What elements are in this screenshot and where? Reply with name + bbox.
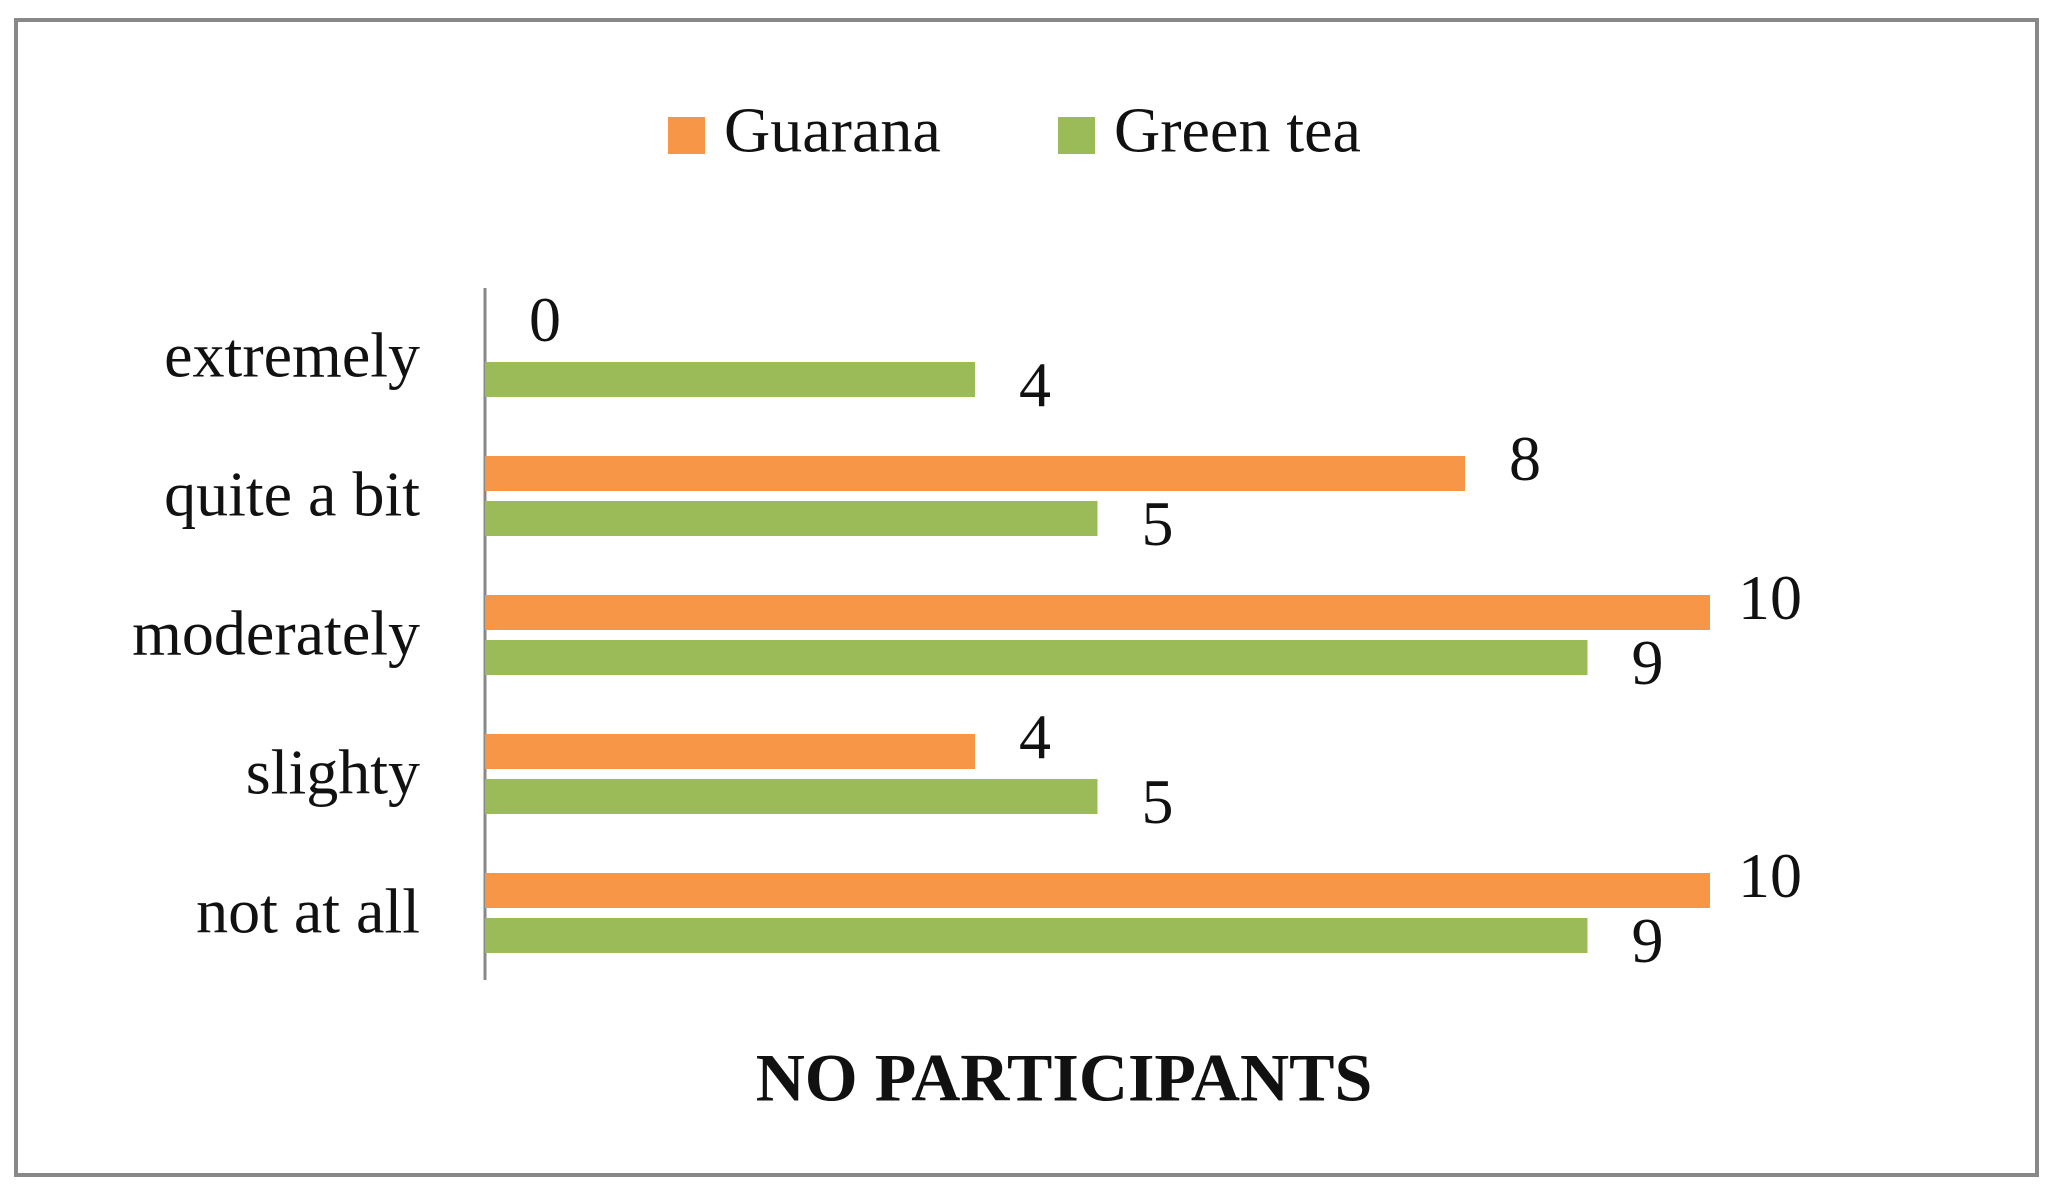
bar [485,873,1710,908]
value-label: 4 [1019,701,1051,772]
value-label: 0 [529,284,561,355]
bar [485,734,975,769]
y-tick-label: moderately [132,598,420,669]
bar [485,362,975,397]
bar [485,918,1588,953]
bar [485,779,1098,814]
value-label: 4 [1019,349,1051,420]
bar [485,640,1588,675]
legend-label: Green tea [1114,95,1361,166]
y-tick-label: slighty [246,737,420,808]
legend-swatch [1058,117,1095,154]
legend-swatch [668,117,705,154]
y-tick-label: not at all [196,876,420,947]
y-tick-label: extremely [164,320,420,391]
bar [485,501,1098,536]
value-label: 10 [1738,562,1802,633]
bar [485,595,1710,630]
value-label: 5 [1142,488,1174,559]
value-label: 10 [1738,840,1802,911]
value-label: 9 [1632,627,1664,698]
bar [485,456,1465,491]
value-label: 5 [1142,766,1174,837]
y-tick-label: quite a bit [164,459,420,530]
value-label: 9 [1632,905,1664,976]
legend-label: Guarana [724,95,941,166]
value-label: 8 [1509,423,1541,494]
x-axis-label: NO PARTICIPANTS [756,1040,1373,1116]
